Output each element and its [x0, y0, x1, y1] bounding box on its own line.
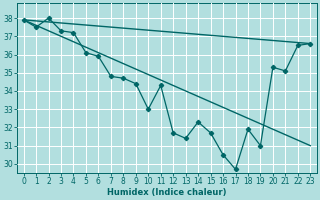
X-axis label: Humidex (Indice chaleur): Humidex (Indice chaleur) [107, 188, 227, 197]
